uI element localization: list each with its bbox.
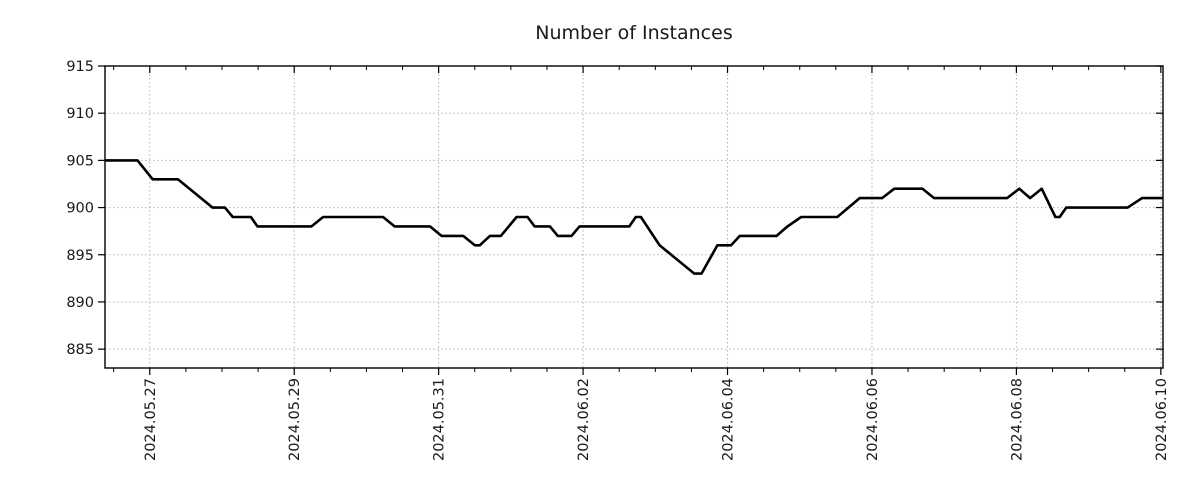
series-line	[105, 159, 1163, 275]
y-tick-label: 915	[66, 59, 94, 75]
y-tick-label: 890	[66, 295, 94, 311]
y-tick-label: 910	[66, 106, 94, 122]
x-tick-label: 2024.06.08	[1009, 378, 1025, 461]
y-tick-label: 885	[66, 342, 94, 358]
axis-layer: 2024.05.27 2024.05.29 2024.05.31 2024.06.02…	[66, 59, 1170, 461]
x-tick-label: 2024.05.27	[143, 378, 159, 461]
chart-title: Number of Instances	[535, 22, 732, 44]
y-tick-label: 900	[66, 201, 94, 217]
x-tick-label: 2024.06.02	[576, 378, 592, 461]
x-tick-label: 2024.05.31	[432, 378, 448, 461]
y-tick-label: 905	[66, 153, 94, 169]
plot-frame	[104, 65, 1164, 369]
series-layer	[105, 159, 1163, 275]
x-tick-label: 2024.06.10	[1154, 378, 1170, 461]
y-tick-label: 895	[66, 248, 94, 264]
grid-layer	[105, 65, 1163, 368]
x-tick-label: 2024.06.04	[721, 378, 737, 461]
x-tick-label: 2024.06.06	[865, 378, 881, 461]
x-tick-label: 2024.05.29	[287, 378, 303, 461]
